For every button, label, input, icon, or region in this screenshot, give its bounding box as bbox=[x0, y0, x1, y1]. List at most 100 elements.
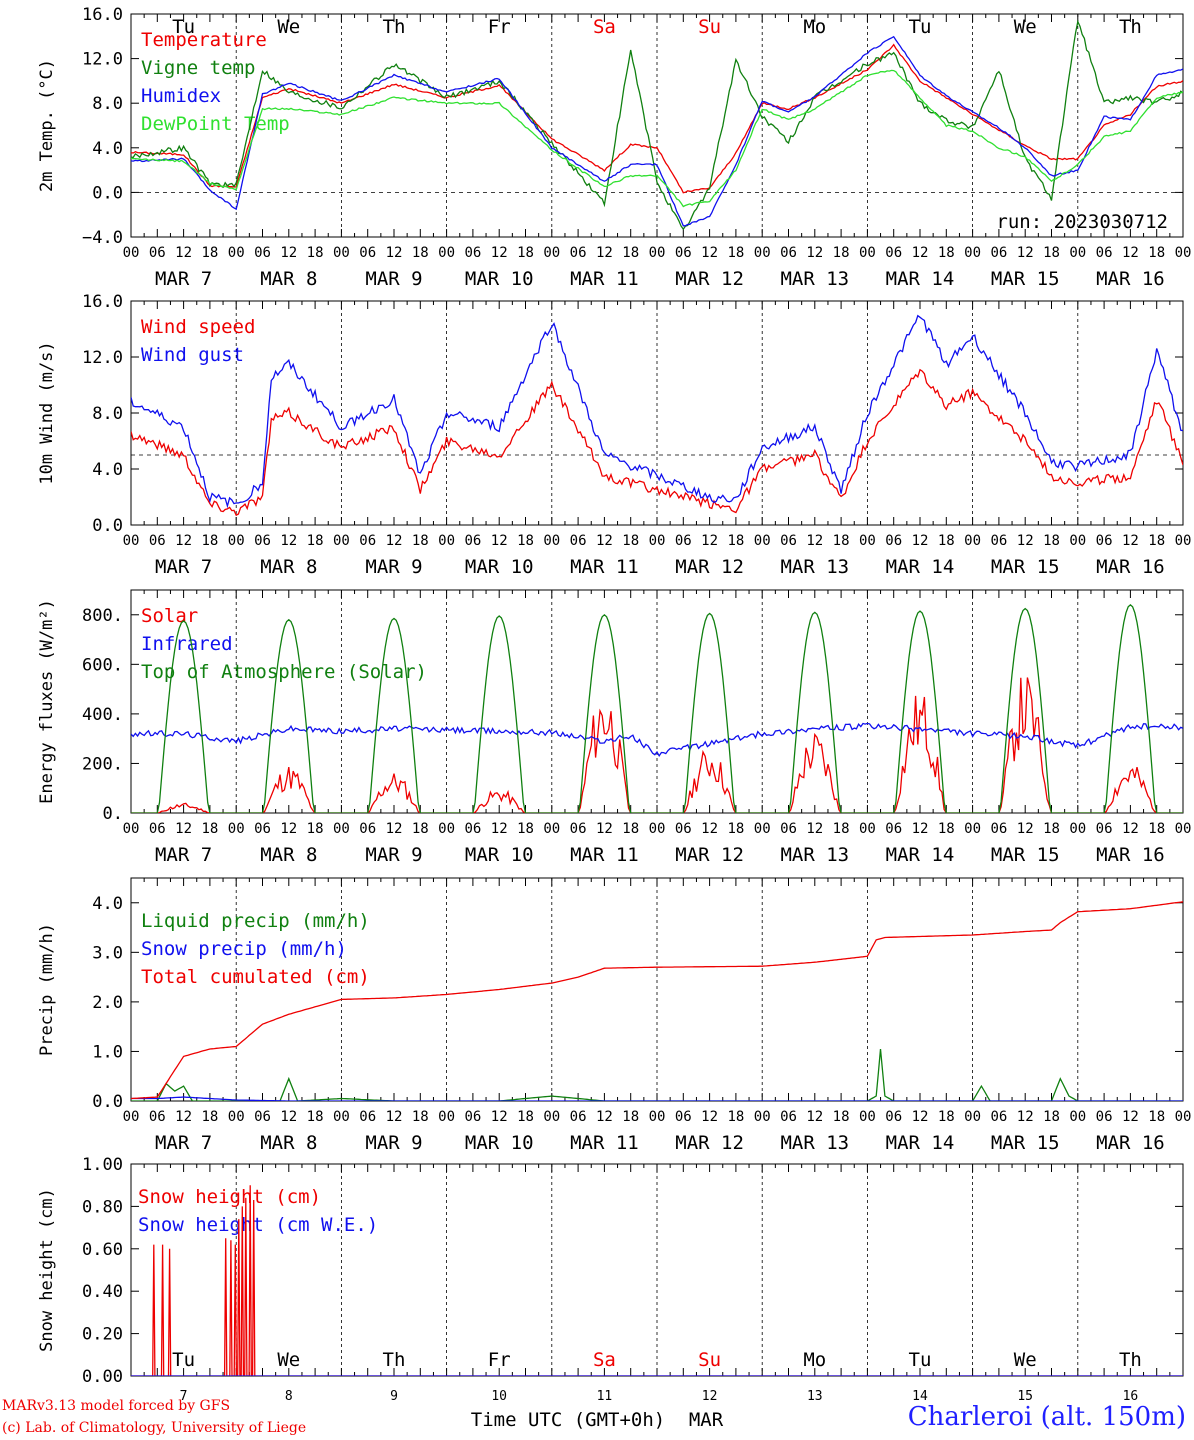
hour-tick-label: 06 bbox=[359, 1109, 376, 1125]
hour-tick-label: 00 bbox=[859, 245, 876, 261]
hour-tick-label: 00 bbox=[438, 245, 455, 261]
plot-frame bbox=[130, 300, 1184, 526]
credit-lab: (c) Lab. of Climatology, University of L… bbox=[2, 1420, 307, 1436]
hour-tick-label: 18 bbox=[727, 245, 744, 261]
y-tick-label: 4.0 bbox=[92, 139, 123, 159]
hour-tick-label: 18 bbox=[307, 533, 324, 549]
date-label: MAR 15 bbox=[991, 844, 1060, 866]
date-label: MAR 9 bbox=[365, 844, 422, 866]
hour-tick-label: 18 bbox=[727, 1109, 744, 1125]
hour-tick-label: 12 bbox=[175, 821, 192, 837]
hour-tick-label: 12 bbox=[491, 1109, 508, 1125]
hour-tick-label: 18 bbox=[622, 1109, 639, 1125]
day-number-label: 15 bbox=[1017, 1389, 1033, 1404]
hour-tick-label: 06 bbox=[675, 245, 692, 261]
hour-tick-label: 06 bbox=[359, 821, 376, 837]
hour-tick-label: 00 bbox=[1175, 533, 1192, 549]
hour-tick-label: 00 bbox=[333, 245, 350, 261]
hour-tick-label: 00 bbox=[859, 1109, 876, 1125]
hour-tick-label: 18 bbox=[307, 1109, 324, 1125]
date-label: MAR 12 bbox=[675, 1132, 744, 1154]
hour-tick-label: 12 bbox=[280, 1109, 297, 1125]
hour-tick-label: 06 bbox=[570, 821, 587, 837]
date-label: MAR 12 bbox=[675, 844, 744, 866]
panel-4: 0.0 1.0 2.0 3.0 4.0 Precip (mm/h) 00 06 12 18 MAR … bbox=[37, 877, 1191, 1154]
weekday-label: We bbox=[277, 1349, 300, 1371]
hour-tick-label: 18 bbox=[201, 245, 218, 261]
legend-temperature: Temperature bbox=[141, 29, 267, 51]
date-label: MAR 10 bbox=[465, 556, 534, 578]
weekday-label: Mo bbox=[803, 1349, 826, 1371]
hour-tick-label: 12 bbox=[386, 1109, 403, 1125]
hour-tick-label: 00 bbox=[1069, 821, 1086, 837]
y-tick-label: 2.0 bbox=[92, 993, 123, 1013]
date-label: MAR 14 bbox=[886, 268, 955, 290]
legend-snow-height-cm: Snow height (cm) bbox=[138, 1186, 321, 1208]
hour-tick-label: 12 bbox=[491, 245, 508, 261]
y-axis-label: 10m Wind (m/s) bbox=[37, 341, 57, 484]
hour-tick-label: 06 bbox=[885, 533, 902, 549]
hour-tick-label: 12 bbox=[1017, 245, 1034, 261]
date-label: MAR 15 bbox=[991, 556, 1060, 578]
legend-wind-speed: Wind speed bbox=[141, 316, 255, 338]
hour-tick-label: 06 bbox=[780, 1109, 797, 1125]
date-label: MAR 7 bbox=[155, 1132, 212, 1154]
hour-tick-label: 00 bbox=[333, 1109, 350, 1125]
hour-tick-label: 00 bbox=[123, 1109, 140, 1125]
date-label: MAR 16 bbox=[1096, 556, 1165, 578]
y-axis-label: Snow height (cm) bbox=[37, 1188, 57, 1352]
hour-tick-label: 12 bbox=[806, 821, 823, 837]
y-tick-label: 600. bbox=[82, 655, 123, 675]
hour-tick-label: 18 bbox=[1148, 533, 1165, 549]
hour-tick-label: 06 bbox=[464, 821, 481, 837]
hour-tick-label: 00 bbox=[1069, 245, 1086, 261]
hour-tick-label: 12 bbox=[596, 533, 613, 549]
hour-tick-label: 06 bbox=[254, 245, 271, 261]
hour-tick-label: 12 bbox=[912, 1109, 929, 1125]
date-label: MAR 11 bbox=[570, 556, 639, 578]
hour-tick-label: 18 bbox=[727, 533, 744, 549]
weekday-label: Sa bbox=[593, 1349, 616, 1371]
hour-tick-label: 12 bbox=[1017, 1109, 1034, 1125]
hour-tick-label: 12 bbox=[1122, 533, 1139, 549]
hour-tick-label: 18 bbox=[1043, 533, 1060, 549]
hour-tick-label: 00 bbox=[859, 533, 876, 549]
hour-tick-label: 06 bbox=[464, 245, 481, 261]
series-snow-height-cm bbox=[131, 1185, 1183, 1376]
hour-tick-label: 06 bbox=[149, 533, 166, 549]
run-label: run: 2023030712 bbox=[996, 211, 1168, 233]
date-label: MAR 12 bbox=[675, 556, 744, 578]
hour-tick-label: 06 bbox=[990, 1109, 1007, 1125]
hour-tick-label: 18 bbox=[938, 821, 955, 837]
hour-tick-label: 18 bbox=[938, 245, 955, 261]
hour-tick-label: 06 bbox=[885, 821, 902, 837]
panel-2: 0.0 4.0 8.0 12.0 16.0 10m Wind (m/s) 00 06 12 18 M… bbox=[37, 292, 1191, 578]
hour-tick-label: 12 bbox=[1122, 245, 1139, 261]
hour-tick-label: 06 bbox=[1096, 533, 1113, 549]
hour-tick-label: 00 bbox=[438, 1109, 455, 1125]
y-tick-label: 16.0 bbox=[82, 5, 123, 25]
hour-tick-label: 00 bbox=[649, 1109, 666, 1125]
date-label: MAR 10 bbox=[465, 1132, 534, 1154]
hour-tick-label: 00 bbox=[754, 245, 771, 261]
legend-infrared: Infrared bbox=[141, 633, 233, 655]
hour-tick-label: 06 bbox=[149, 245, 166, 261]
date-label: MAR 14 bbox=[886, 556, 955, 578]
weekday-label: Tu bbox=[172, 16, 195, 38]
series-group bbox=[131, 901, 1183, 1101]
date-label: MAR 8 bbox=[260, 268, 317, 290]
hour-tick-label: 00 bbox=[1175, 245, 1192, 261]
legend-total-cumulated-cm: Total cumulated (cm) bbox=[141, 966, 370, 988]
hour-tick-label: 12 bbox=[806, 245, 823, 261]
y-tick-label: 0.00 bbox=[82, 1367, 123, 1387]
hour-tick-label: 00 bbox=[649, 245, 666, 261]
hour-tick-label: 18 bbox=[833, 245, 850, 261]
hour-tick-label: 18 bbox=[517, 821, 534, 837]
hour-tick-label: 00 bbox=[1175, 821, 1192, 837]
hour-tick-label: 06 bbox=[570, 533, 587, 549]
hour-tick-label: 06 bbox=[570, 245, 587, 261]
weekday-label: Su bbox=[698, 1349, 721, 1371]
legend-liquid-precip-mm-h: Liquid precip (mm/h) bbox=[141, 910, 370, 932]
series-dewpoint-temp bbox=[131, 69, 1183, 208]
hour-tick-label: 06 bbox=[780, 533, 797, 549]
